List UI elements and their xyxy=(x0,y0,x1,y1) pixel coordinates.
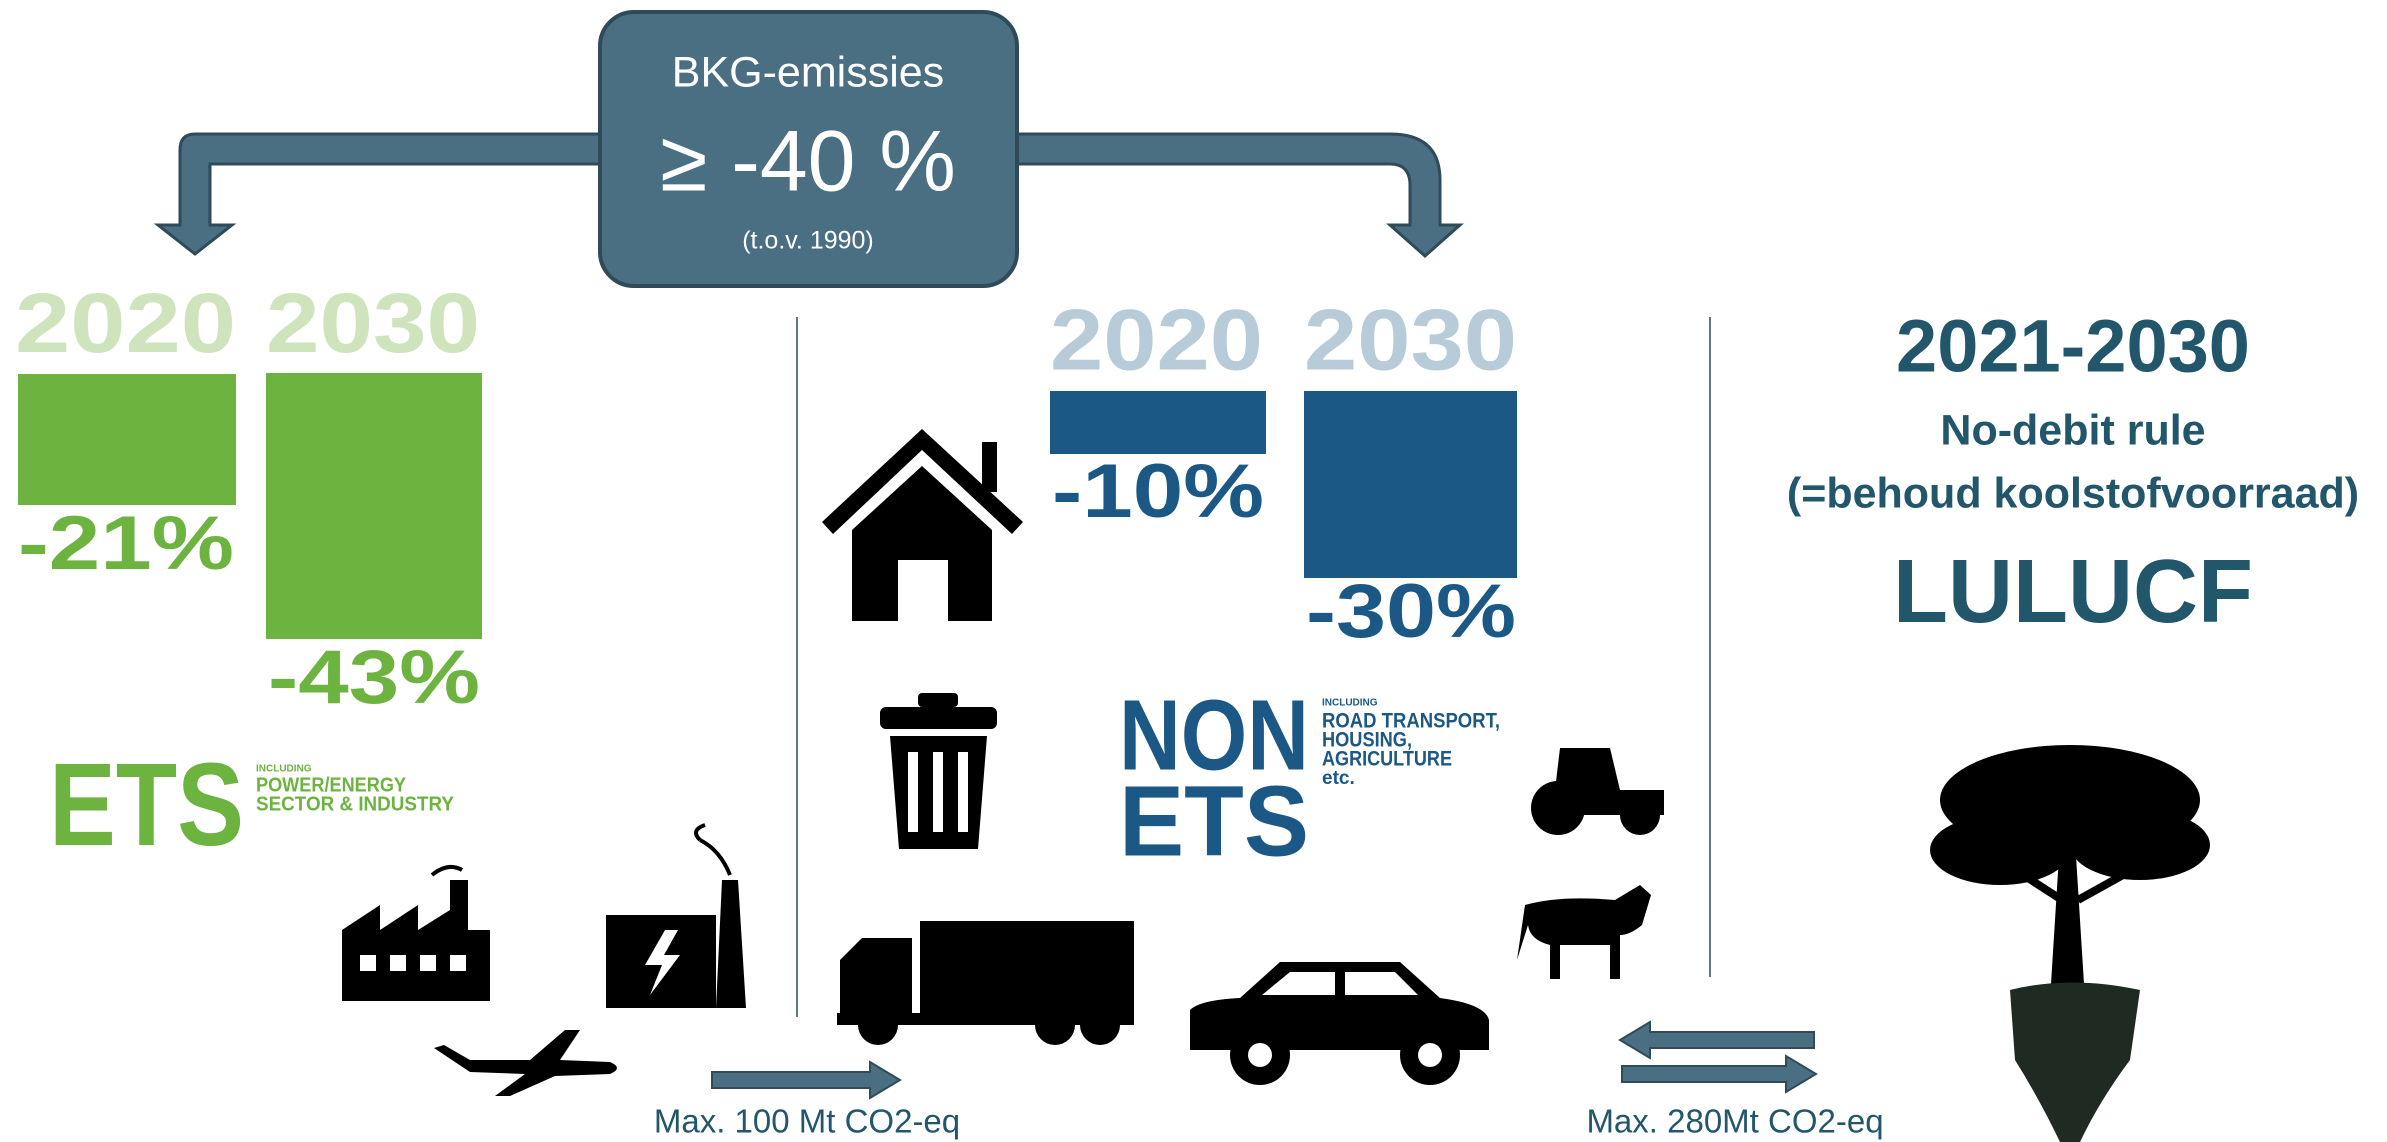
ets-label: ETS xyxy=(49,739,244,871)
non-ets-bar xyxy=(1304,391,1517,578)
lulucf-rule: No-debit rule xyxy=(1940,406,2205,454)
tractor-icon xyxy=(1531,748,1664,835)
ets-reduction: -43% xyxy=(268,635,480,720)
flow-arrow xyxy=(1618,1020,1815,1060)
ets-year: 2030 xyxy=(266,276,480,370)
non-ets-reduction: -10% xyxy=(1052,449,1264,534)
target-box xyxy=(598,10,1019,288)
truck-icon xyxy=(837,921,1134,1045)
lulucf-label: LULUCF xyxy=(1893,542,2253,642)
box-note: (t.o.v. 1990) xyxy=(742,227,874,255)
flow-label: Max. 100 Mt CO2-eq xyxy=(654,1103,960,1140)
ets-bar xyxy=(266,373,482,639)
car-icon xyxy=(1190,962,1489,1085)
ets-scope: POWER/ENERGY xyxy=(256,774,407,796)
factory-icon xyxy=(342,864,490,1001)
box-target: ≥ -40 % xyxy=(660,114,956,210)
non-ets-scope: ROAD TRANSPORT, xyxy=(1322,710,1500,733)
lulucf-rule-note: (=behoud koolstofvoorraad) xyxy=(1787,469,2359,517)
box-title: BKG-emissies xyxy=(672,48,944,96)
ets-scope: SECTOR & INDUSTRY xyxy=(256,793,455,815)
non-ets-scope: AGRICULTURE xyxy=(1322,748,1452,771)
non-ets-label: NON xyxy=(1119,679,1309,791)
tree-icon xyxy=(1930,745,2210,1142)
ets-year: 2020 xyxy=(15,276,236,370)
factory-windows xyxy=(360,955,466,971)
flow-label: Max. 280Mt CO2-eq xyxy=(1586,1103,1883,1140)
power-plant-icon xyxy=(606,823,746,1008)
non-ets-scope: HOUSING, xyxy=(1322,729,1412,752)
arrow-left xyxy=(153,132,602,256)
bolt xyxy=(645,930,680,995)
non-ets-reduction: -30% xyxy=(1306,569,1516,654)
non-ets-year: 2020 xyxy=(1050,293,1263,389)
non-ets-year: 2030 xyxy=(1304,293,1517,389)
non-ets-including: INCLUDING xyxy=(1322,698,1378,709)
non-ets-bar xyxy=(1050,391,1266,454)
non-ets-scope: etc. xyxy=(1322,768,1355,789)
ets-including: INCLUDING xyxy=(256,764,312,775)
plane-icon xyxy=(434,1030,617,1096)
arrow-right xyxy=(1013,132,1464,259)
lulucf-period: 2021-2030 xyxy=(1896,305,2250,388)
flow-arrow xyxy=(1621,1054,1818,1094)
ets-bar xyxy=(18,374,236,505)
trash-slots xyxy=(908,752,968,832)
cow-icon xyxy=(1517,885,1651,979)
car-windows xyxy=(1248,972,1442,1067)
house-icon xyxy=(822,429,1023,621)
flow-arrow xyxy=(711,1060,902,1100)
non-ets-label: ETS xyxy=(1119,765,1309,877)
ets-reduction: -21% xyxy=(18,501,234,586)
